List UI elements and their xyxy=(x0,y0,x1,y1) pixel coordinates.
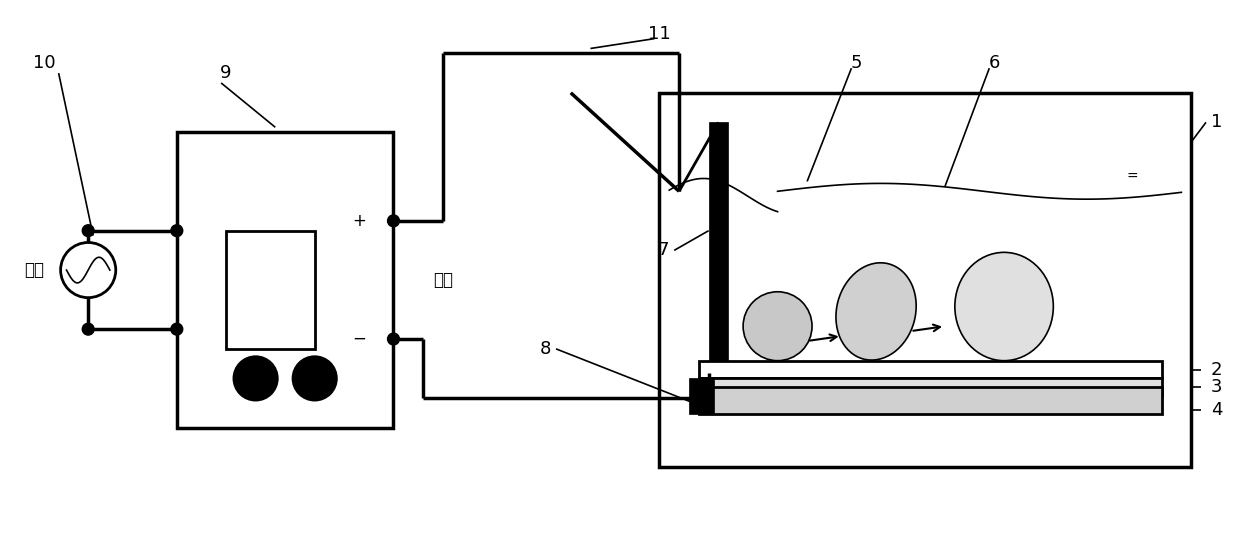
Circle shape xyxy=(388,333,399,345)
Text: 输入: 输入 xyxy=(24,261,43,279)
Text: 11: 11 xyxy=(649,25,671,43)
Text: 7: 7 xyxy=(657,241,670,260)
Circle shape xyxy=(171,225,182,236)
Bar xyxy=(660,93,1192,467)
Text: 9: 9 xyxy=(221,64,232,82)
Text: −: − xyxy=(352,330,366,348)
Bar xyxy=(699,361,1162,378)
Text: 8: 8 xyxy=(539,340,551,358)
Ellipse shape xyxy=(836,263,916,360)
Circle shape xyxy=(293,357,336,400)
Text: =: = xyxy=(1126,169,1138,184)
Text: 10: 10 xyxy=(32,54,55,72)
Text: 1: 1 xyxy=(1211,113,1223,131)
Circle shape xyxy=(82,225,94,236)
Circle shape xyxy=(388,215,399,227)
Ellipse shape xyxy=(955,252,1053,361)
Text: 6: 6 xyxy=(988,54,999,72)
Bar xyxy=(226,230,315,349)
Text: 输出: 输出 xyxy=(433,271,453,289)
Text: 4: 4 xyxy=(1211,402,1223,419)
Text: 5: 5 xyxy=(851,54,862,72)
Bar xyxy=(689,378,713,414)
Circle shape xyxy=(61,243,115,298)
Text: 2: 2 xyxy=(1211,361,1223,378)
Circle shape xyxy=(171,323,182,335)
Bar xyxy=(177,132,393,428)
Bar xyxy=(699,378,1162,396)
Bar xyxy=(708,122,728,378)
Circle shape xyxy=(82,323,94,335)
Ellipse shape xyxy=(743,292,812,361)
Circle shape xyxy=(234,357,278,400)
Text: 3: 3 xyxy=(1211,378,1223,396)
Bar xyxy=(699,387,1162,414)
Text: +: + xyxy=(352,212,366,230)
